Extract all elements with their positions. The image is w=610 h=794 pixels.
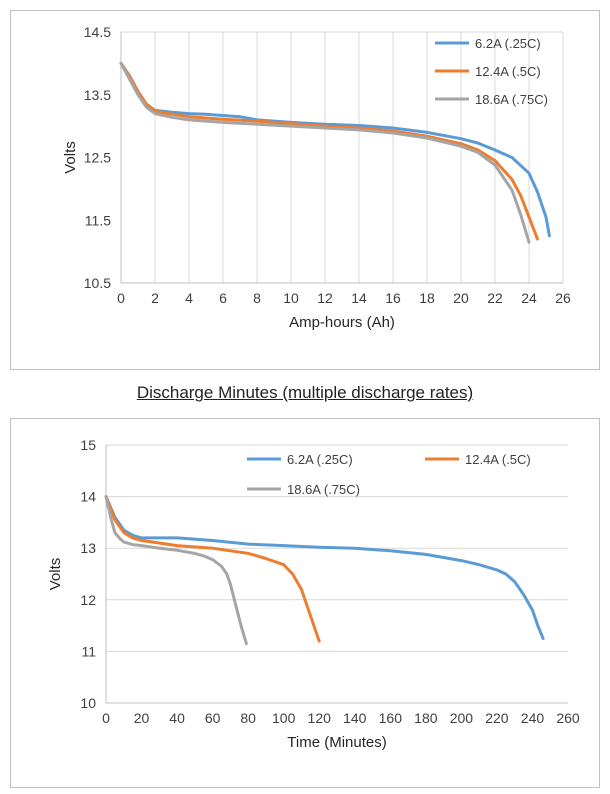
min-x-tick-label-0: 0 (102, 710, 110, 726)
min-series-line-1 (104, 495, 321, 643)
ah-x-tick-label-1: 2 (151, 290, 159, 306)
ah-x-tick-label-4: 8 (253, 290, 261, 306)
min-x-tick-label-2: 40 (169, 710, 185, 726)
ah-x-tick-label-7: 14 (351, 290, 367, 306)
ah-x-tick-label-3: 6 (219, 290, 227, 306)
ah-x-tick-label-11: 22 (487, 290, 503, 306)
ah-x-tick-label-2: 4 (185, 290, 193, 306)
min-x-tick-label-7: 140 (343, 710, 367, 726)
chart-minutes: 0 20 40 60 80 100 120 140 160 180 200 220 240 260 10 11… (10, 418, 600, 788)
min-x-tick-label-5: 100 (272, 710, 296, 726)
ah-x-tick-label-0: 0 (117, 290, 125, 306)
ah-y-axis-title: Volts (62, 141, 79, 174)
ah-x-tick-label-9: 18 (419, 290, 435, 306)
ah-y-tick-label-0: 10.5 (84, 275, 111, 291)
min-x-tick-label-10: 200 (450, 710, 474, 726)
ah-x-axis-title: Amp-hours (Ah) (289, 314, 395, 331)
ah-x-tick-label-8: 16 (385, 290, 401, 306)
min-legend-label-0: 6.2A (.25C) (287, 452, 353, 467)
ah-series-line-2 (119, 61, 531, 244)
min-y-tick-label-2: 12 (80, 592, 96, 608)
ah-legend-label-1: 12.4A (.5C) (475, 64, 541, 79)
min-x-tick-label-12: 240 (521, 710, 545, 726)
ah-x-tick-label-6: 12 (317, 290, 333, 306)
min-y-axis-title: Volts (47, 558, 64, 591)
min-x-tick-label-8: 160 (379, 710, 403, 726)
ah-legend-label-2: 18.6A (.75C) (475, 92, 548, 107)
ah-y-tick-label-2: 12.5 (84, 150, 111, 166)
ah-x-tick-label-12: 24 (521, 290, 537, 306)
ah-legend-label-0: 6.2A (.25C) (475, 36, 541, 51)
ah-series-line-1 (119, 61, 539, 241)
ah-x-tick-label-13: 26 (555, 290, 571, 306)
min-x-axis-title: Time (Minutes) (287, 734, 386, 751)
min-legend-label-2: 18.6A (.75C) (287, 482, 360, 497)
min-series-line-2 (104, 495, 248, 646)
min-x-tick-label-4: 80 (240, 710, 256, 726)
min-x-tick-label-11: 220 (485, 710, 509, 726)
min-x-tick-label-3: 60 (205, 710, 221, 726)
ah-y-tick-label-3: 13.5 (84, 87, 111, 103)
ah-series-line-0 (119, 61, 551, 238)
chart-amp-hours: 0 2 4 6 8 10 12 14 16 18 20 22 24 26 10.5 11.5 12.5 13.5 1… (10, 10, 600, 370)
min-legend-label-1: 12.4A (.5C) (465, 452, 531, 467)
chart-amp-hours-svg: 0 2 4 6 8 10 12 14 16 18 20 22 24 2610.511.512.513.51… (62, 24, 571, 331)
min-x-tick-label-6: 120 (308, 710, 332, 726)
min-series-line-0 (104, 495, 545, 640)
ah-x-tick-label-5: 10 (283, 290, 299, 306)
min-y-tick-label-0: 10 (80, 695, 96, 711)
ah-y-tick-label-1: 11.5 (85, 212, 111, 228)
chart-minutes-title: Discharge Minutes (multiple discharge ra… (136, 383, 474, 402)
ah-y-tick-label-4: 14.5 (84, 24, 111, 40)
chart-minutes-svg: 0 20 40 60 80 100 120 140 160 180 200 220 240 260 10 11… (47, 437, 580, 751)
ah-x-tick-label-10: 20 (453, 290, 469, 306)
min-y-tick-label-3: 13 (80, 540, 96, 556)
min-y-tick-label-4: 14 (80, 489, 96, 505)
min-x-tick-label-1: 20 (134, 710, 150, 726)
min-x-tick-label-9: 180 (414, 710, 438, 726)
min-y-tick-label-1: 11 (81, 643, 96, 659)
min-x-tick-label-13: 260 (556, 710, 580, 726)
min-y-tick-label-5: 15 (80, 437, 96, 453)
